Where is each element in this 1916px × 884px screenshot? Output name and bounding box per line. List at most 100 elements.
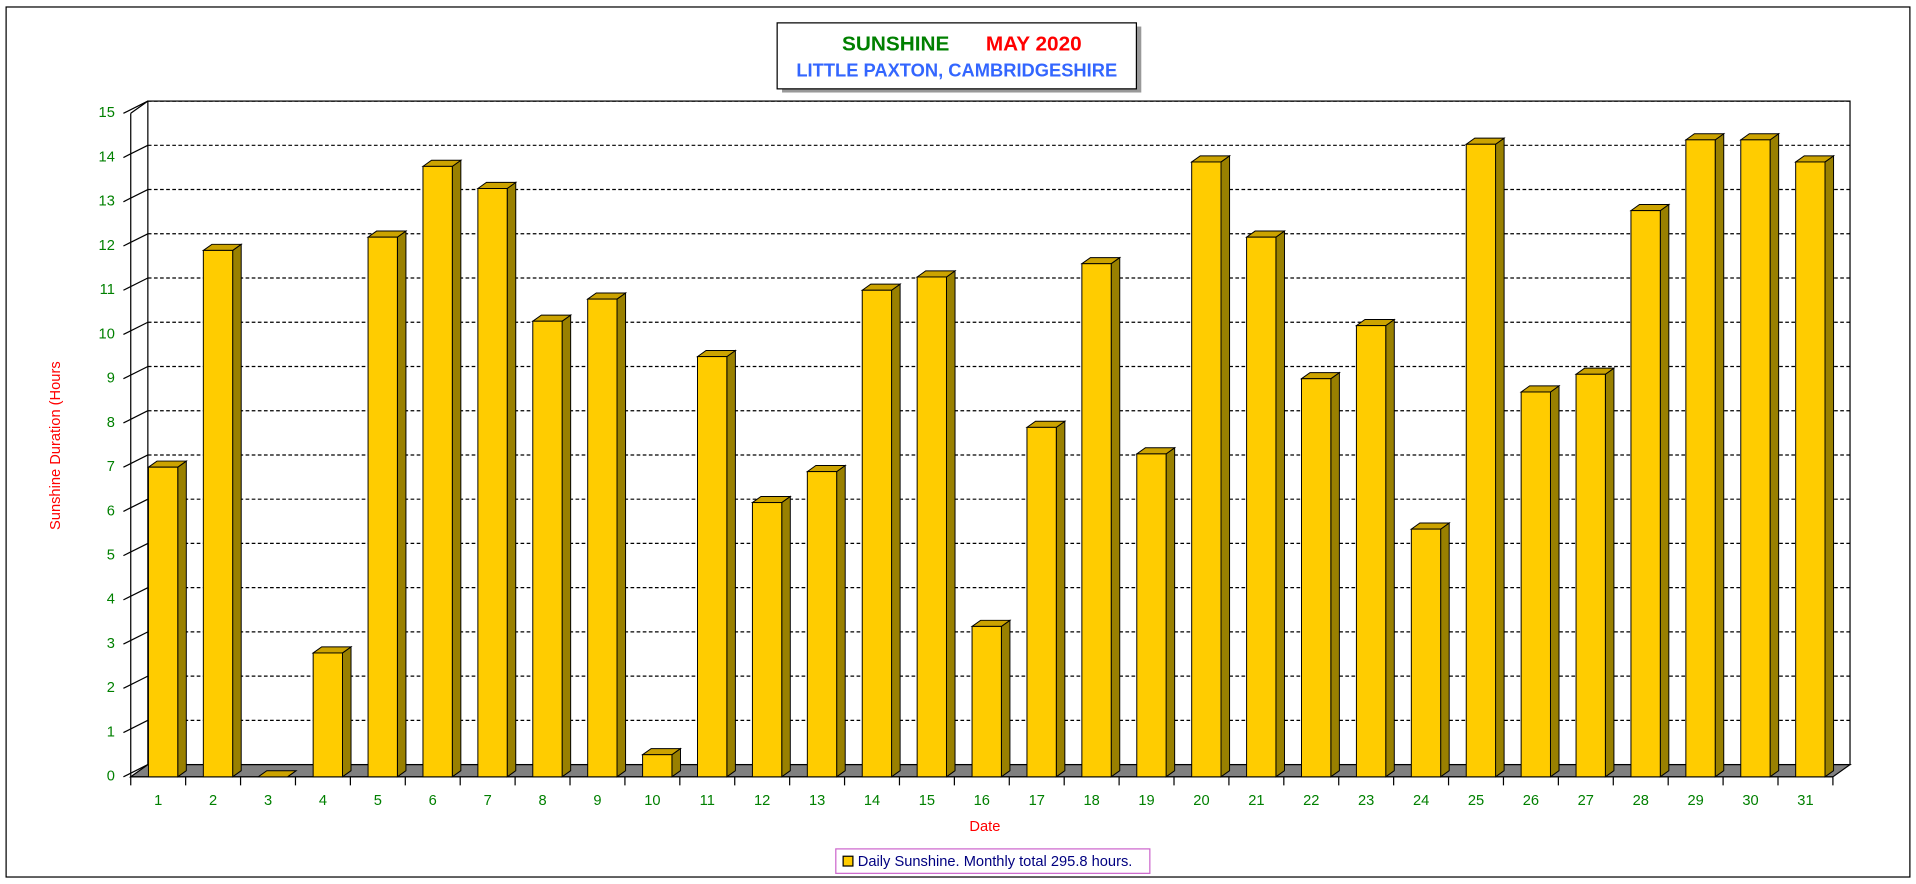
chart-title-month: MAY 2020 bbox=[986, 32, 1082, 55]
bar-side bbox=[891, 283, 901, 778]
bar bbox=[970, 619, 1012, 778]
y-tick bbox=[123, 233, 149, 247]
x-tick-label: 13 bbox=[809, 793, 825, 809]
legend-label: Daily Sunshine. Monthly total 295.8 hour… bbox=[858, 854, 1133, 870]
y-tick-label: 12 bbox=[99, 238, 115, 254]
bar-side bbox=[1000, 619, 1011, 778]
y-tick bbox=[123, 454, 149, 468]
y-tick-label: 6 bbox=[107, 503, 115, 519]
bar-side bbox=[1220, 154, 1231, 778]
bar bbox=[1080, 256, 1122, 778]
y-axis-label: Sunshine Duration (Hours bbox=[48, 361, 64, 530]
bar-side bbox=[1330, 371, 1340, 778]
x-tick-label: 25 bbox=[1468, 793, 1484, 809]
y-tick bbox=[123, 100, 149, 114]
bar-side bbox=[616, 292, 627, 778]
y-tick bbox=[123, 542, 149, 557]
bar-side bbox=[1824, 154, 1835, 778]
x-tick-label: 31 bbox=[1797, 793, 1813, 809]
bar bbox=[695, 349, 737, 778]
bar bbox=[421, 159, 463, 778]
x-tick-label: 10 bbox=[644, 793, 660, 809]
bar-front bbox=[1410, 528, 1442, 778]
x-tick-label: 22 bbox=[1303, 793, 1319, 809]
x-tick-label: 30 bbox=[1742, 793, 1758, 809]
bar bbox=[1409, 522, 1451, 778]
x-tick-label: 15 bbox=[919, 793, 935, 809]
y-tick bbox=[123, 719, 149, 734]
bar-side bbox=[945, 269, 956, 778]
bar bbox=[915, 269, 957, 778]
bar-side bbox=[1495, 137, 1505, 778]
x-tick-label: 4 bbox=[319, 793, 327, 809]
bar-side bbox=[1769, 132, 1780, 778]
bar-side bbox=[451, 159, 462, 778]
y-tick bbox=[123, 321, 149, 336]
y-tick-label: 15 bbox=[99, 105, 115, 121]
chart-title: SUNSHINE bbox=[842, 32, 949, 55]
x-tick-label: 27 bbox=[1578, 793, 1594, 809]
title-box bbox=[776, 22, 1138, 90]
bar-side bbox=[726, 349, 736, 778]
x-tick-label: 9 bbox=[593, 793, 601, 809]
x-tick-label: 29 bbox=[1687, 793, 1703, 809]
bar-front bbox=[202, 249, 234, 778]
bar bbox=[146, 460, 188, 778]
x-tick-label: 19 bbox=[1138, 793, 1154, 809]
bar bbox=[641, 747, 683, 778]
bar bbox=[1245, 230, 1286, 778]
bar bbox=[1629, 203, 1671, 778]
y-tick bbox=[123, 365, 149, 380]
x-tick-label: 12 bbox=[754, 793, 770, 809]
x-tick-label: 23 bbox=[1358, 793, 1374, 809]
bar bbox=[1684, 132, 1726, 778]
bar-side bbox=[1110, 256, 1121, 778]
legend-box bbox=[835, 848, 1151, 874]
bar bbox=[1519, 384, 1561, 778]
chart-subtitle: LITTLE PAXTON, CAMBRIDGESHIRE bbox=[796, 60, 1117, 81]
bar-side bbox=[341, 645, 352, 778]
y-tick bbox=[123, 498, 149, 512]
y-tick-label: 13 bbox=[99, 194, 115, 210]
x-tick-label: 5 bbox=[374, 793, 382, 809]
bar-side bbox=[781, 495, 791, 778]
y-tick-label: 1 bbox=[107, 724, 115, 740]
bar-side bbox=[1165, 446, 1176, 778]
x-tick-label: 20 bbox=[1193, 793, 1209, 809]
bar bbox=[860, 283, 902, 778]
bar-front bbox=[587, 298, 618, 778]
y-tick-label: 5 bbox=[107, 548, 115, 564]
bar-front bbox=[1081, 263, 1112, 778]
bar-front bbox=[312, 652, 343, 778]
x-tick-label: 28 bbox=[1633, 793, 1649, 809]
bar-front bbox=[751, 502, 783, 778]
y-tick-label: 11 bbox=[100, 282, 115, 298]
bar-front bbox=[1575, 373, 1606, 778]
bar bbox=[366, 230, 408, 778]
y-tick-label: 10 bbox=[99, 326, 115, 342]
bar-front bbox=[1301, 378, 1332, 778]
bar-front bbox=[1520, 391, 1551, 778]
bar bbox=[805, 464, 847, 778]
x-tick-label: 26 bbox=[1523, 793, 1539, 809]
legend-swatch bbox=[842, 855, 854, 867]
bar-front bbox=[367, 236, 398, 778]
bar bbox=[1135, 446, 1177, 778]
bar-front bbox=[1355, 325, 1387, 778]
bar-front bbox=[697, 356, 728, 778]
x-tick-label: 18 bbox=[1083, 793, 1099, 809]
y-tick bbox=[123, 675, 149, 689]
bar-front bbox=[1740, 139, 1771, 778]
y-tick-label: 2 bbox=[107, 680, 115, 696]
bar-side bbox=[1714, 132, 1725, 778]
bar bbox=[1794, 154, 1836, 778]
y-tick-label: 4 bbox=[107, 592, 115, 608]
bar-front bbox=[532, 320, 563, 778]
y-tick-label: 7 bbox=[107, 459, 115, 475]
bar-front bbox=[806, 471, 838, 778]
y-tick bbox=[123, 587, 149, 601]
bar-front bbox=[1795, 161, 1826, 778]
bar bbox=[256, 770, 298, 778]
bar-side bbox=[1604, 367, 1615, 778]
